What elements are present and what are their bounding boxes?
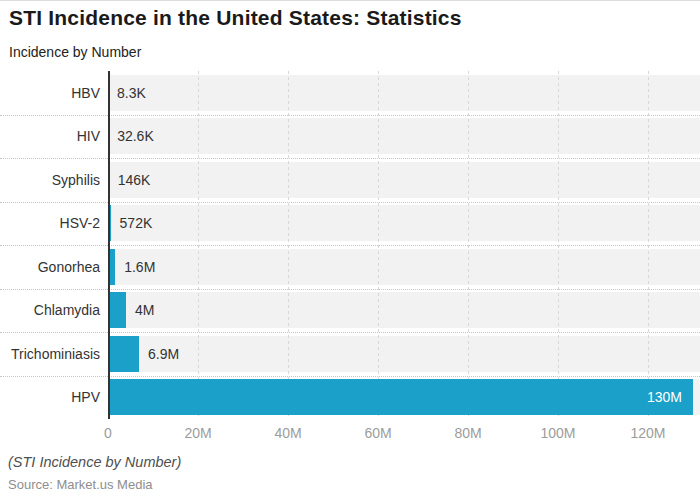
x-tick-label: 120M xyxy=(608,425,688,441)
value-label: 4M xyxy=(135,303,154,317)
bar xyxy=(108,292,126,328)
row-band xyxy=(108,205,700,241)
row-separator xyxy=(0,289,700,290)
chart-caption: (STI Incidence by Number) xyxy=(8,454,181,470)
row-separator xyxy=(0,245,700,246)
x-tick-label: 0 xyxy=(68,425,148,441)
value-label: 130M xyxy=(108,390,682,404)
source-credit: Source: Market.us Media xyxy=(8,477,153,492)
x-tick-label: 20M xyxy=(158,425,238,441)
row-band xyxy=(108,292,700,328)
x-tick-label: 80M xyxy=(428,425,508,441)
category-label: HBV xyxy=(0,86,100,100)
value-label: 146K xyxy=(118,173,151,187)
chart-card: STI Incidence in the United States: Stat… xyxy=(0,0,700,497)
y-axis-line xyxy=(108,71,110,419)
category-label: Gonorhea xyxy=(0,260,100,274)
x-tick-label: 60M xyxy=(338,425,418,441)
value-label: 8.3K xyxy=(117,86,146,100)
row-band xyxy=(108,249,700,285)
x-tick-label: 40M xyxy=(248,425,328,441)
row-band xyxy=(108,118,700,154)
row-band xyxy=(108,75,700,111)
chart-title: STI Incidence in the United States: Stat… xyxy=(9,6,462,30)
value-label: 32.6K xyxy=(117,129,154,143)
category-label: Trichominiasis xyxy=(0,347,100,361)
plot-area: HBV 8.3K HIV 32.6K Syphilis 146K HSV-2 572K Gono… xyxy=(0,71,700,419)
row-separator xyxy=(0,115,700,116)
x-tick-label: 100M xyxy=(518,425,598,441)
row-band xyxy=(108,336,700,372)
chart-subtitle: Incidence by Number xyxy=(9,44,141,60)
row-separator xyxy=(0,376,700,377)
category-label: HPV xyxy=(0,390,100,404)
value-label: 572K xyxy=(120,216,153,230)
category-label: Syphilis xyxy=(0,173,100,187)
row-separator xyxy=(0,158,700,159)
row-separator xyxy=(0,202,700,203)
category-label: HIV xyxy=(0,129,100,143)
row-separator xyxy=(0,332,700,333)
value-label: 6.9M xyxy=(148,347,179,361)
category-label: Chlamydia xyxy=(0,303,100,317)
category-label: HSV-2 xyxy=(0,216,100,230)
bar xyxy=(108,336,139,372)
row-band xyxy=(108,162,700,198)
value-label: 1.6M xyxy=(124,260,155,274)
